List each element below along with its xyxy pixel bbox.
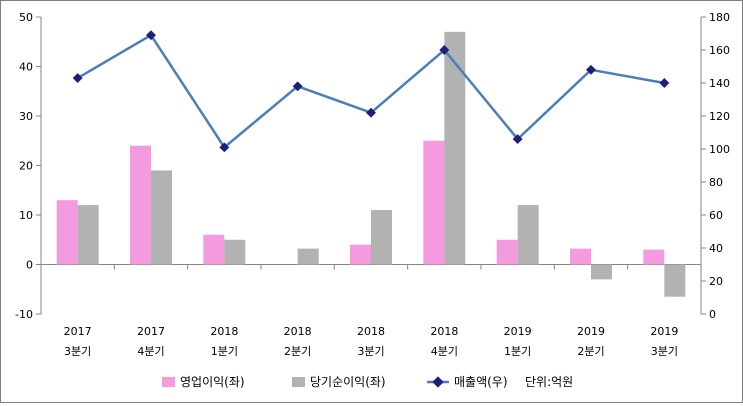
y-right-tick-label: 160 (709, 44, 730, 57)
x-tick-label-quarter: 2분기 (284, 345, 311, 358)
y-right-tick-label: 40 (709, 242, 723, 255)
x-tick-label-quarter: 3분기 (651, 345, 678, 358)
legend-label-revenue: 매출액(우) (454, 375, 508, 389)
y-right-tick-label: 80 (709, 176, 723, 189)
marker-revenue (512, 134, 523, 145)
bar-net-profit (77, 205, 99, 265)
y-left-tick-label: 40 (19, 61, 33, 74)
marker-revenue (72, 73, 83, 83)
x-tick-label-year: 2019 (577, 325, 605, 338)
x-tick-label-quarter: 3분기 (357, 345, 384, 358)
x-tick-label-quarter: 1분기 (211, 345, 238, 358)
bar-net-profit (371, 210, 392, 265)
x-tick-label-quarter: 2분기 (577, 345, 604, 358)
legend-label-net-profit: 당기순이익(좌) (310, 375, 386, 389)
bar-operating-profit (203, 234, 225, 265)
y-left-tick-label: 0 (26, 259, 33, 272)
y-right-tick-label: 0 (709, 308, 716, 321)
x-tick-label-year: 2017 (64, 325, 92, 338)
legend-swatch-net-profit (292, 377, 305, 387)
bar-operating-profit (423, 140, 445, 265)
y-right-tick-label: 140 (709, 77, 730, 90)
x-tick-label-quarter: 4분기 (431, 345, 458, 358)
y-left-tick-label: 10 (19, 209, 33, 222)
unit-note-text: 단위:억원 (525, 375, 574, 389)
x-tick-label-year: 2018 (284, 325, 312, 338)
unit-note: 단위:억원 (525, 372, 573, 392)
bar-operating-profit (496, 239, 518, 265)
y-right-tick-label: 60 (709, 209, 723, 222)
y-right-tick-label: 180 (709, 11, 730, 24)
x-tick-label-quarter: 4분기 (137, 345, 164, 358)
x-tick-label-year: 2018 (430, 325, 458, 338)
x-tick-label-year: 2018 (357, 325, 385, 338)
y-left-tick-label: 20 (19, 160, 33, 173)
bar-net-profit (151, 170, 172, 265)
bar-operating-profit (130, 145, 151, 265)
marker-revenue (219, 142, 230, 153)
y-left-tick-label: 50 (19, 11, 33, 24)
y-right-tick-label: 120 (709, 110, 730, 123)
bar-net-profit (664, 264, 686, 297)
marker-revenue (146, 30, 156, 41)
x-tick-label-year: 2018 (210, 325, 238, 338)
bar-operating-profit (56, 200, 78, 265)
legend: 영업이익(좌) 당기순이익(좌) 매출액(우) 단위:억원 (0, 372, 743, 392)
legend-label-operating-profit: 영업이익(좌) (180, 375, 245, 389)
legend-swatch-operating-profit (162, 377, 175, 387)
marker-revenue (659, 78, 670, 88)
y-left-tick-label: 30 (19, 110, 33, 123)
line-revenue (77, 33, 665, 150)
x-tick-label-year: 2017 (137, 325, 165, 338)
bar-net-profit (517, 205, 539, 265)
y-right-tick-label: 100 (709, 143, 730, 156)
bar-net-profit (297, 248, 319, 265)
y-right-tick-label: 20 (709, 275, 723, 288)
marker-revenue (586, 64, 596, 75)
bar-operating-profit (643, 249, 665, 265)
bar-operating-profit (570, 248, 591, 265)
x-tick-label-year: 2019 (650, 325, 678, 338)
legend-swatch-revenue (427, 376, 449, 388)
bar-net-profit (591, 264, 612, 280)
bar-net-profit (224, 239, 246, 265)
y-left-tick-label: -10 (15, 308, 33, 321)
bar-net-profit (444, 31, 466, 265)
bar-operating-profit (350, 244, 371, 265)
x-tick-label-quarter: 3분기 (64, 345, 91, 358)
x-tick-label-year: 2019 (504, 325, 532, 338)
x-tick-label-quarter: 1분기 (504, 345, 531, 358)
